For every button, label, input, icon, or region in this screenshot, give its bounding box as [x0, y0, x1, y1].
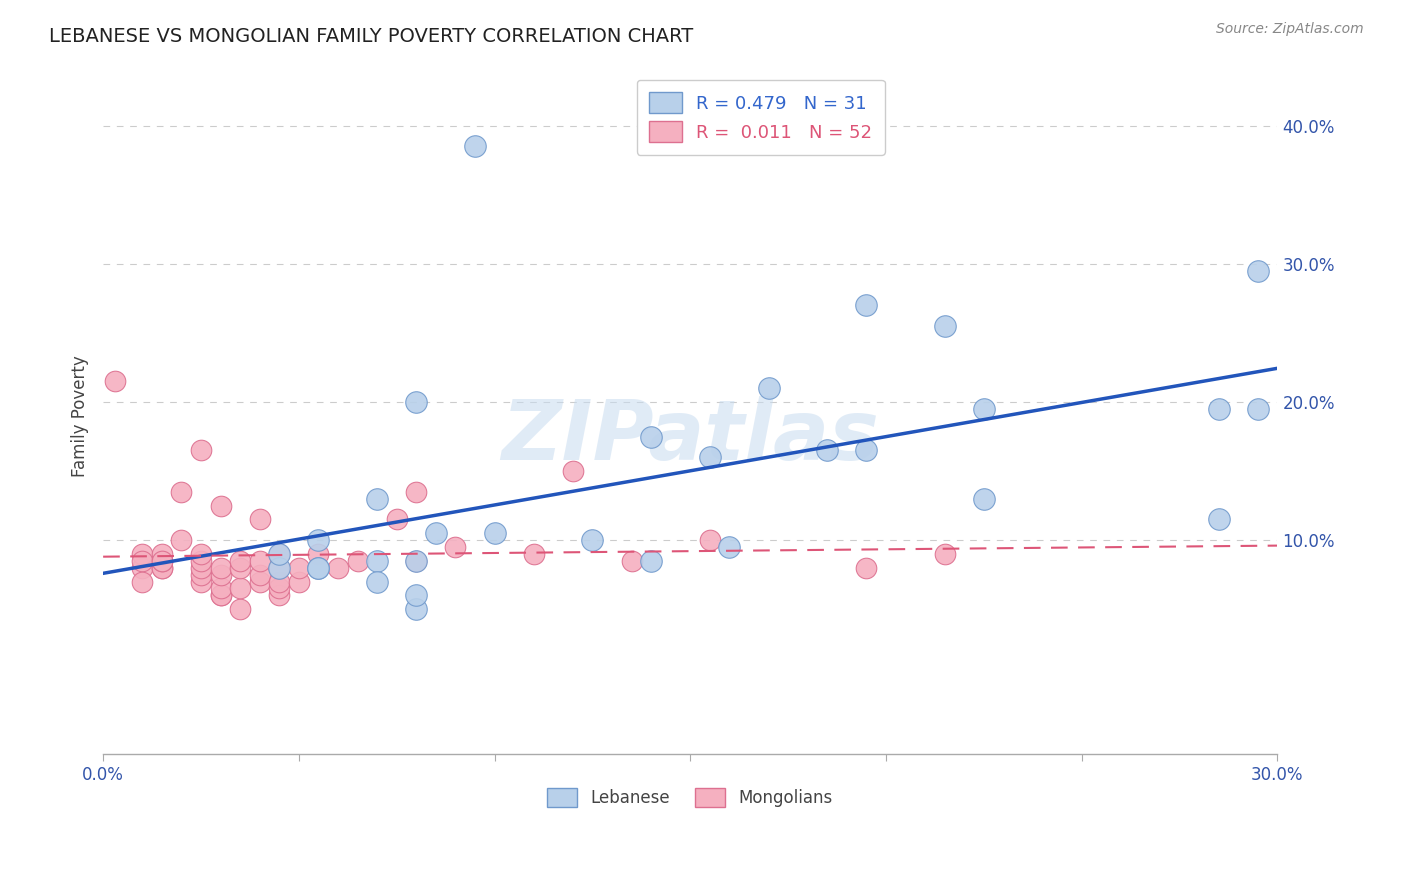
Point: [307, 533, 329, 548]
Point: [464, 139, 486, 153]
Legend: Lebanese, Mongolians: Lebanese, Mongolians: [541, 781, 839, 814]
Point: [405, 554, 427, 568]
Point: [104, 374, 127, 388]
Point: [758, 381, 780, 395]
Point: [229, 554, 252, 568]
Point: [269, 547, 291, 561]
Point: [855, 443, 877, 458]
Point: [366, 554, 388, 568]
Point: [1247, 401, 1270, 416]
Point: [249, 554, 271, 568]
Point: [269, 547, 291, 561]
Point: [1208, 401, 1230, 416]
Point: [973, 491, 995, 506]
Point: [229, 560, 252, 574]
Point: [209, 582, 232, 596]
Point: [934, 319, 956, 334]
Point: [405, 554, 427, 568]
Point: [307, 560, 329, 574]
Point: [405, 602, 427, 616]
Point: [131, 574, 153, 589]
Point: [131, 554, 153, 568]
Point: [209, 560, 232, 574]
Point: [150, 554, 173, 568]
Point: [1208, 512, 1230, 526]
Point: [269, 560, 291, 574]
Point: [484, 526, 506, 541]
Point: [307, 547, 329, 561]
Point: [269, 588, 291, 602]
Point: [405, 588, 427, 602]
Point: [640, 554, 662, 568]
Point: [209, 499, 232, 513]
Point: [425, 526, 447, 541]
Point: [190, 554, 212, 568]
Point: [150, 547, 173, 561]
Point: [307, 560, 329, 574]
Point: [366, 574, 388, 589]
Point: [131, 547, 153, 561]
Text: LEBANESE VS MONGOLIAN FAMILY POVERTY CORRELATION CHART: LEBANESE VS MONGOLIAN FAMILY POVERTY COR…: [49, 27, 693, 45]
Point: [855, 298, 877, 312]
Point: [815, 443, 838, 458]
Point: [1247, 264, 1270, 278]
Point: [190, 567, 212, 582]
Point: [150, 560, 173, 574]
Point: [326, 560, 349, 574]
Point: [209, 588, 232, 602]
Point: [170, 484, 193, 499]
Point: [229, 602, 252, 616]
Point: [170, 533, 193, 548]
Point: [620, 554, 643, 568]
Point: [699, 450, 721, 465]
Point: [855, 560, 877, 574]
Point: [190, 443, 212, 458]
Point: [561, 464, 583, 478]
Point: [288, 574, 311, 589]
Text: Source: ZipAtlas.com: Source: ZipAtlas.com: [1216, 22, 1364, 37]
Point: [150, 554, 173, 568]
Point: [288, 560, 311, 574]
Point: [249, 574, 271, 589]
Point: [581, 533, 603, 548]
Point: [269, 574, 291, 589]
Point: [229, 582, 252, 596]
Point: [131, 560, 153, 574]
Point: [405, 395, 427, 409]
Point: [523, 547, 546, 561]
Point: [209, 588, 232, 602]
Point: [269, 582, 291, 596]
Point: [190, 574, 212, 589]
Y-axis label: Family Poverty: Family Poverty: [72, 355, 89, 476]
Point: [346, 554, 368, 568]
Point: [366, 491, 388, 506]
Point: [190, 560, 212, 574]
Point: [269, 560, 291, 574]
Point: [405, 484, 427, 499]
Point: [934, 547, 956, 561]
Point: [249, 512, 271, 526]
Point: [249, 567, 271, 582]
Point: [385, 512, 408, 526]
Text: ZIPatlas: ZIPatlas: [502, 396, 879, 476]
Point: [444, 540, 467, 554]
Point: [718, 540, 741, 554]
Point: [190, 547, 212, 561]
Point: [973, 401, 995, 416]
Point: [640, 429, 662, 443]
Point: [209, 567, 232, 582]
Point: [699, 533, 721, 548]
Point: [150, 560, 173, 574]
